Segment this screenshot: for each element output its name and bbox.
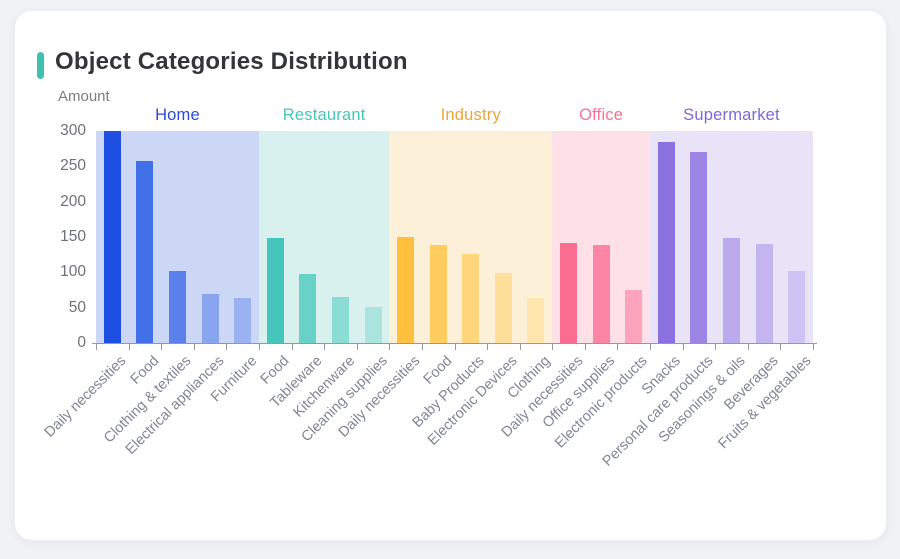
bar-supermarket-seasonings-oils[interactable] xyxy=(723,238,741,343)
x-axis-tick xyxy=(421,344,423,350)
x-axis-tick xyxy=(519,344,521,350)
group-label-office: Office xyxy=(579,106,624,124)
x-axis-tick xyxy=(650,344,652,350)
x-axis-tick xyxy=(552,344,554,350)
group-label-home: Home xyxy=(155,106,200,124)
bar-supermarket-beverages[interactable] xyxy=(755,244,773,343)
bar-office-electronic-products[interactable] xyxy=(625,290,643,343)
y-tick-label-150: 150 xyxy=(60,228,86,245)
x-axis-tick xyxy=(161,344,163,350)
title-accent-bar xyxy=(37,52,44,79)
x-axis-tick xyxy=(780,344,782,350)
group-label-restaurant: Restaurant xyxy=(282,106,366,124)
x-axis-tick xyxy=(617,344,619,350)
bar-industry-baby-products[interactable] xyxy=(462,253,480,343)
x-axis-tick xyxy=(487,344,489,350)
y-tick-label-250: 250 xyxy=(60,157,86,175)
bar-home-furniture[interactable] xyxy=(234,297,252,343)
bar-supermarket-personal-care-products[interactable] xyxy=(690,151,708,343)
page-title: Object Categories Distribution xyxy=(55,48,408,75)
bar-home-electrical-appliances[interactable] xyxy=(201,294,219,343)
bar-industry-clothing[interactable] xyxy=(527,298,545,343)
y-tick-label-200: 200 xyxy=(60,192,86,210)
bar-home-food[interactable] xyxy=(136,160,154,343)
bar-supermarket-fruits-vegetables[interactable] xyxy=(788,270,806,343)
y-axis-title: Amount xyxy=(58,88,110,105)
x-axis-tick xyxy=(454,344,456,350)
x-axis-tick xyxy=(715,344,717,350)
bar-office-office-supplies[interactable] xyxy=(592,245,610,343)
y-tick-label-300: 300 xyxy=(60,122,86,139)
x-axis-tick xyxy=(356,344,358,350)
x-axis-tick xyxy=(193,344,195,350)
bar-industry-electronic-devices[interactable] xyxy=(494,273,512,343)
x-axis-tick xyxy=(747,344,749,350)
x-axis-tick xyxy=(324,344,326,350)
y-tick-label-50: 50 xyxy=(68,298,86,316)
bar-industry-daily-necessities[interactable] xyxy=(397,237,415,343)
bar-restaurant-tableware[interactable] xyxy=(299,274,317,343)
bar-industry-food[interactable] xyxy=(429,245,447,343)
x-axis-tick xyxy=(813,344,814,350)
x-axis-tick xyxy=(584,344,586,350)
x-axis-tick xyxy=(682,344,684,350)
x-axis-tick xyxy=(389,344,391,350)
bar-office-daily-necessities[interactable] xyxy=(560,242,578,343)
x-axis-line xyxy=(92,343,817,344)
group-label-industry: Industry xyxy=(440,106,501,124)
bar-restaurant-cleaning-supplies[interactable] xyxy=(364,306,382,343)
y-tick-label-100: 100 xyxy=(60,263,86,281)
x-axis-tick xyxy=(96,344,97,350)
x-axis-tick xyxy=(128,344,130,350)
bar-restaurant-kitchenware[interactable] xyxy=(331,297,349,343)
bar-supermarket-snacks[interactable] xyxy=(657,141,675,343)
x-axis-tick xyxy=(258,344,260,350)
bar-home-clothing-textiles[interactable] xyxy=(168,270,186,343)
x-axis-tick xyxy=(226,344,228,350)
bar-restaurant-food[interactable] xyxy=(266,238,284,343)
bar-home-daily-necessities[interactable] xyxy=(103,131,121,343)
x-axis-tick xyxy=(291,344,293,350)
bar-chart-plot-area: Home Restaurant Industry Office Supermarket 0… xyxy=(42,106,817,470)
group-label-supermarket: Supermarket xyxy=(683,106,780,124)
y-tick-label-0: 0 xyxy=(77,334,86,351)
